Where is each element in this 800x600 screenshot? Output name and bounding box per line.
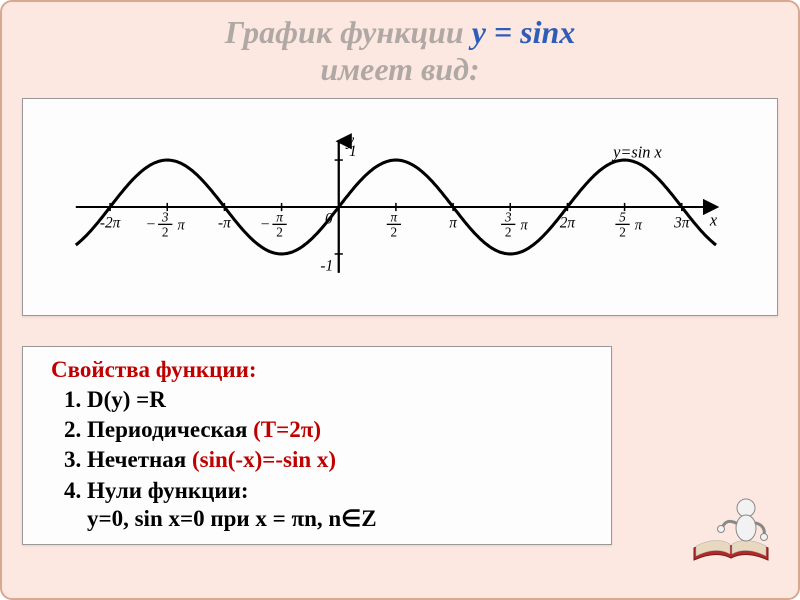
property-item: D(y) =R xyxy=(87,385,595,415)
properties-list: D(y) =RПериодическая (T=2π)Нечетная (sin… xyxy=(39,385,595,506)
property-detail: (T=2π) xyxy=(253,417,321,442)
svg-text:-1: -1 xyxy=(320,257,333,274)
svg-text:π: π xyxy=(520,217,528,233)
title-formula: y = sinx xyxy=(472,14,576,50)
svg-text:3: 3 xyxy=(504,209,512,224)
svg-text:5: 5 xyxy=(619,209,626,224)
svg-text:2: 2 xyxy=(619,224,626,239)
svg-text:2π: 2π xyxy=(560,214,577,231)
svg-text:–: – xyxy=(146,215,155,231)
svg-text:-π: -π xyxy=(218,214,232,231)
slide-title: График функции y = sinx имеет вид: xyxy=(22,14,778,88)
chart-container: 1-1yx-2π–32π-π–π20π2π32π2π52π3πy=sin x xyxy=(22,98,778,316)
svg-text:2: 2 xyxy=(505,224,512,239)
svg-text:–: – xyxy=(261,215,270,231)
property-item: Периодическая (T=2π) xyxy=(87,415,595,445)
svg-text:2: 2 xyxy=(276,224,283,239)
title-text-1: График функции xyxy=(225,14,472,50)
svg-text:π: π xyxy=(635,217,643,233)
svg-text:2: 2 xyxy=(162,224,169,239)
svg-text:π: π xyxy=(449,214,458,231)
svg-text:π: π xyxy=(177,217,185,233)
properties-box: Свойства функции: D(y) =R Периодическая (… xyxy=(22,346,612,545)
property-item: Нечетная (sin(-x)=-sin x) xyxy=(87,445,595,475)
svg-text:y=sin x: y=sin x xyxy=(611,142,662,161)
sine-chart: 1-1yx-2π–32π-π–π20π2π32π2π52π3πy=sin x xyxy=(31,109,769,305)
book-figure-icon xyxy=(686,488,776,568)
slide: График функции y = sinx имеет вид: 1-1yx… xyxy=(0,0,800,600)
corner-illustration xyxy=(686,488,776,568)
title-text-2: имеет вид: xyxy=(320,51,479,87)
svg-text:2: 2 xyxy=(391,224,398,239)
property-text: D(y) =R xyxy=(87,387,166,412)
property-text: Периодическая xyxy=(87,417,253,442)
properties-heading: Свойства функции: xyxy=(51,357,595,383)
property-text: Нечетная xyxy=(87,447,192,472)
zeros-line: y=0, sin x=0 при x = πn, n∈Z xyxy=(87,506,595,532)
property-text: Нули функции: xyxy=(87,478,248,503)
property-detail: (sin(-x)=-sin x) xyxy=(192,447,336,472)
property-item: Нули функции: xyxy=(87,476,595,506)
svg-text:x: x xyxy=(709,210,718,229)
svg-text:π: π xyxy=(391,209,398,224)
svg-text:y: y xyxy=(345,130,355,149)
svg-text:π: π xyxy=(276,209,283,224)
svg-text:3: 3 xyxy=(161,209,169,224)
